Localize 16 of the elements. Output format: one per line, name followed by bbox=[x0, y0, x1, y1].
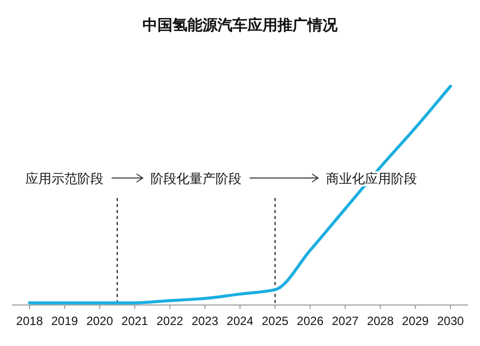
x-tick-label: 2018 bbox=[16, 314, 44, 328]
chart-title: 中国氢能源汽车应用推广情况 bbox=[142, 16, 338, 34]
x-tick-label: 2026 bbox=[296, 314, 324, 328]
x-tick-label: 2025 bbox=[262, 314, 289, 328]
x-tick-label: 2021 bbox=[121, 314, 148, 328]
x-tick-label: 2029 bbox=[402, 314, 430, 328]
x-tick-label: 2028 bbox=[366, 314, 394, 328]
x-tick-label: 2022 bbox=[156, 314, 184, 328]
x-tick-label: 2023 bbox=[192, 314, 219, 328]
x-tick-label: 2024 bbox=[226, 314, 254, 328]
x-tick-label: 2027 bbox=[332, 314, 359, 328]
x-tick-label: 2020 bbox=[86, 314, 114, 328]
annotation: 阶段化量产阶段 bbox=[150, 171, 242, 186]
x-tick-label: 2030 bbox=[437, 314, 464, 328]
annotation: 应用示范阶段 bbox=[26, 171, 104, 186]
x-tick-label: 2019 bbox=[51, 314, 78, 328]
